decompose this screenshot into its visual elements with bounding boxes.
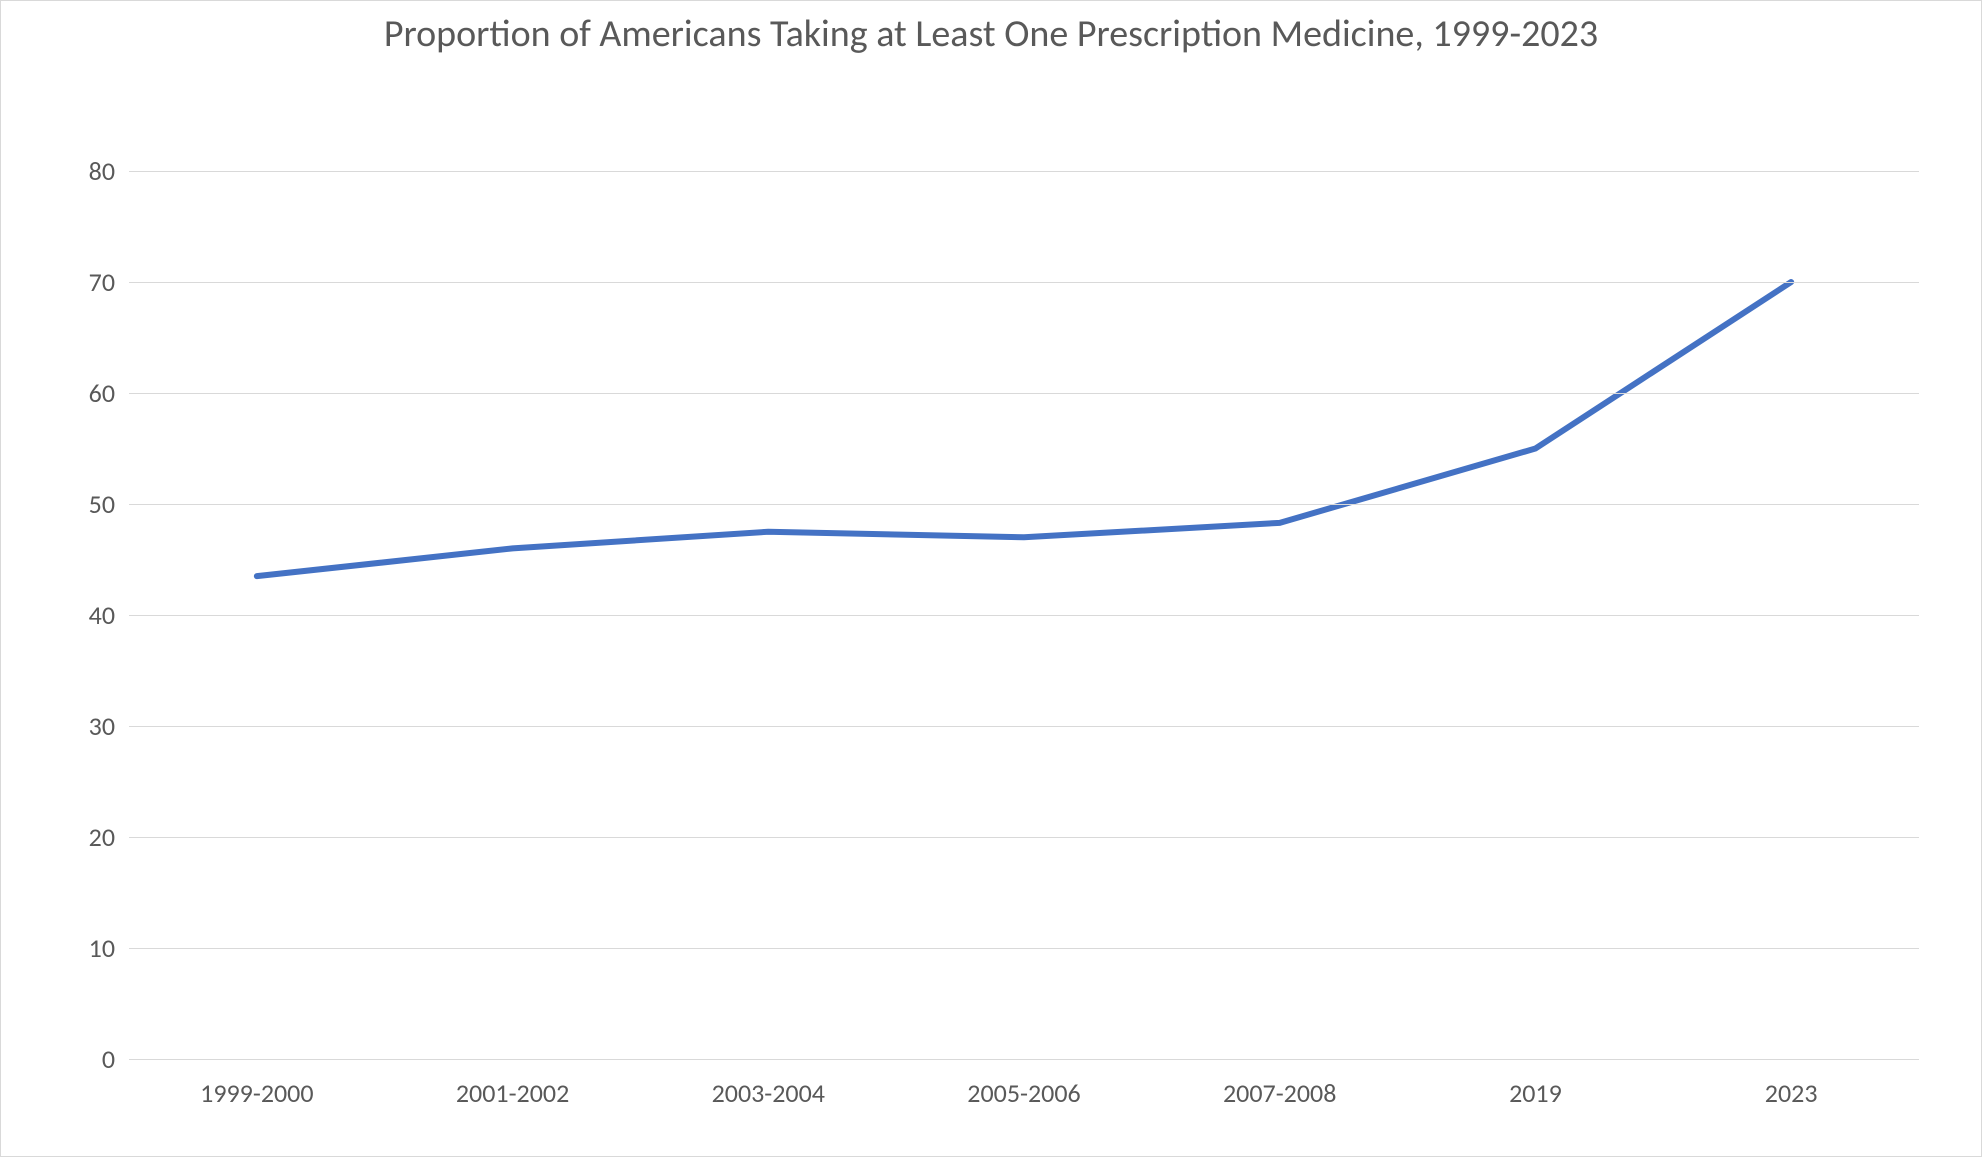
y-tick-label: 40 [89,599,129,631]
plot-area: 010203040506070801999-20002001-20022003-… [129,171,1919,1059]
gridline [129,393,1919,394]
x-tick-label: 2019 [1509,1059,1562,1109]
x-tick-label: 2007-2008 [1223,1059,1336,1109]
y-tick-label: 60 [89,377,129,409]
series-line [257,282,1791,576]
y-tick-label: 10 [89,932,129,964]
y-tick-label: 20 [89,821,129,853]
x-tick-label: 2005-2006 [967,1059,1080,1109]
y-tick-label: 80 [89,155,129,187]
gridline [129,504,1919,505]
gridline [129,726,1919,727]
gridline [129,615,1919,616]
chart-title: Proportion of Americans Taking at Least … [1,1,1981,59]
gridline [129,282,1919,283]
x-tick-label: 2003-2004 [712,1059,825,1109]
y-tick-label: 70 [89,266,129,298]
gridline [129,948,1919,949]
x-tick-label: 2023 [1765,1059,1818,1109]
x-tick-label: 1999-2000 [200,1059,313,1109]
gridline [129,837,1919,838]
y-tick-label: 30 [89,710,129,742]
gridline [129,171,1919,172]
chart-container: Proportion of Americans Taking at Least … [0,0,1982,1157]
y-tick-label: 0 [102,1043,129,1075]
x-tick-label: 2001-2002 [456,1059,569,1109]
y-tick-label: 50 [89,488,129,520]
